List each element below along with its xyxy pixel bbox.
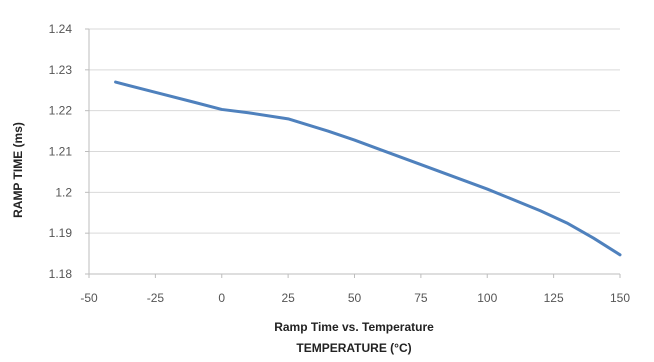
grid-layer <box>89 28 620 275</box>
y-tick-label-0: 1.18 <box>49 267 73 281</box>
chart-title: Ramp Time vs. Temperature <box>274 320 434 334</box>
x-axis-title: TEMPERATURE (°C) <box>296 341 411 355</box>
x-tick-label-8: 150 <box>610 291 630 305</box>
y-tick-label-2: 1.2 <box>55 185 72 199</box>
series-line-0 <box>114 80 622 257</box>
tick-label-layer: -50 -25 0 25 50 75 100 125 150 1.18 1.19 1.2 1.21 1.2… <box>49 22 631 305</box>
x-tick-label-4: 50 <box>348 291 362 305</box>
series-layer <box>114 80 622 257</box>
x-tick-label-0: -50 <box>80 291 98 305</box>
y-axis-title: RAMP TIME (ms) <box>11 122 25 218</box>
y-tick-label-5: 1.23 <box>49 63 73 77</box>
x-tick-label-1: -25 <box>147 291 165 305</box>
y-tick-label-4: 1.22 <box>49 104 73 118</box>
x-tick-label-3: 25 <box>281 291 295 305</box>
axis-layer <box>85 28 621 278</box>
y-tick-label-6: 1.24 <box>49 22 73 36</box>
x-tick-label-6: 100 <box>477 291 497 305</box>
x-tick-label-5: 75 <box>414 291 428 305</box>
y-tick-label-3: 1.21 <box>49 145 73 159</box>
y-tick-label-1: 1.19 <box>49 226 73 240</box>
x-tick-label-7: 125 <box>544 291 564 305</box>
x-tick-label-2: 0 <box>218 291 225 305</box>
